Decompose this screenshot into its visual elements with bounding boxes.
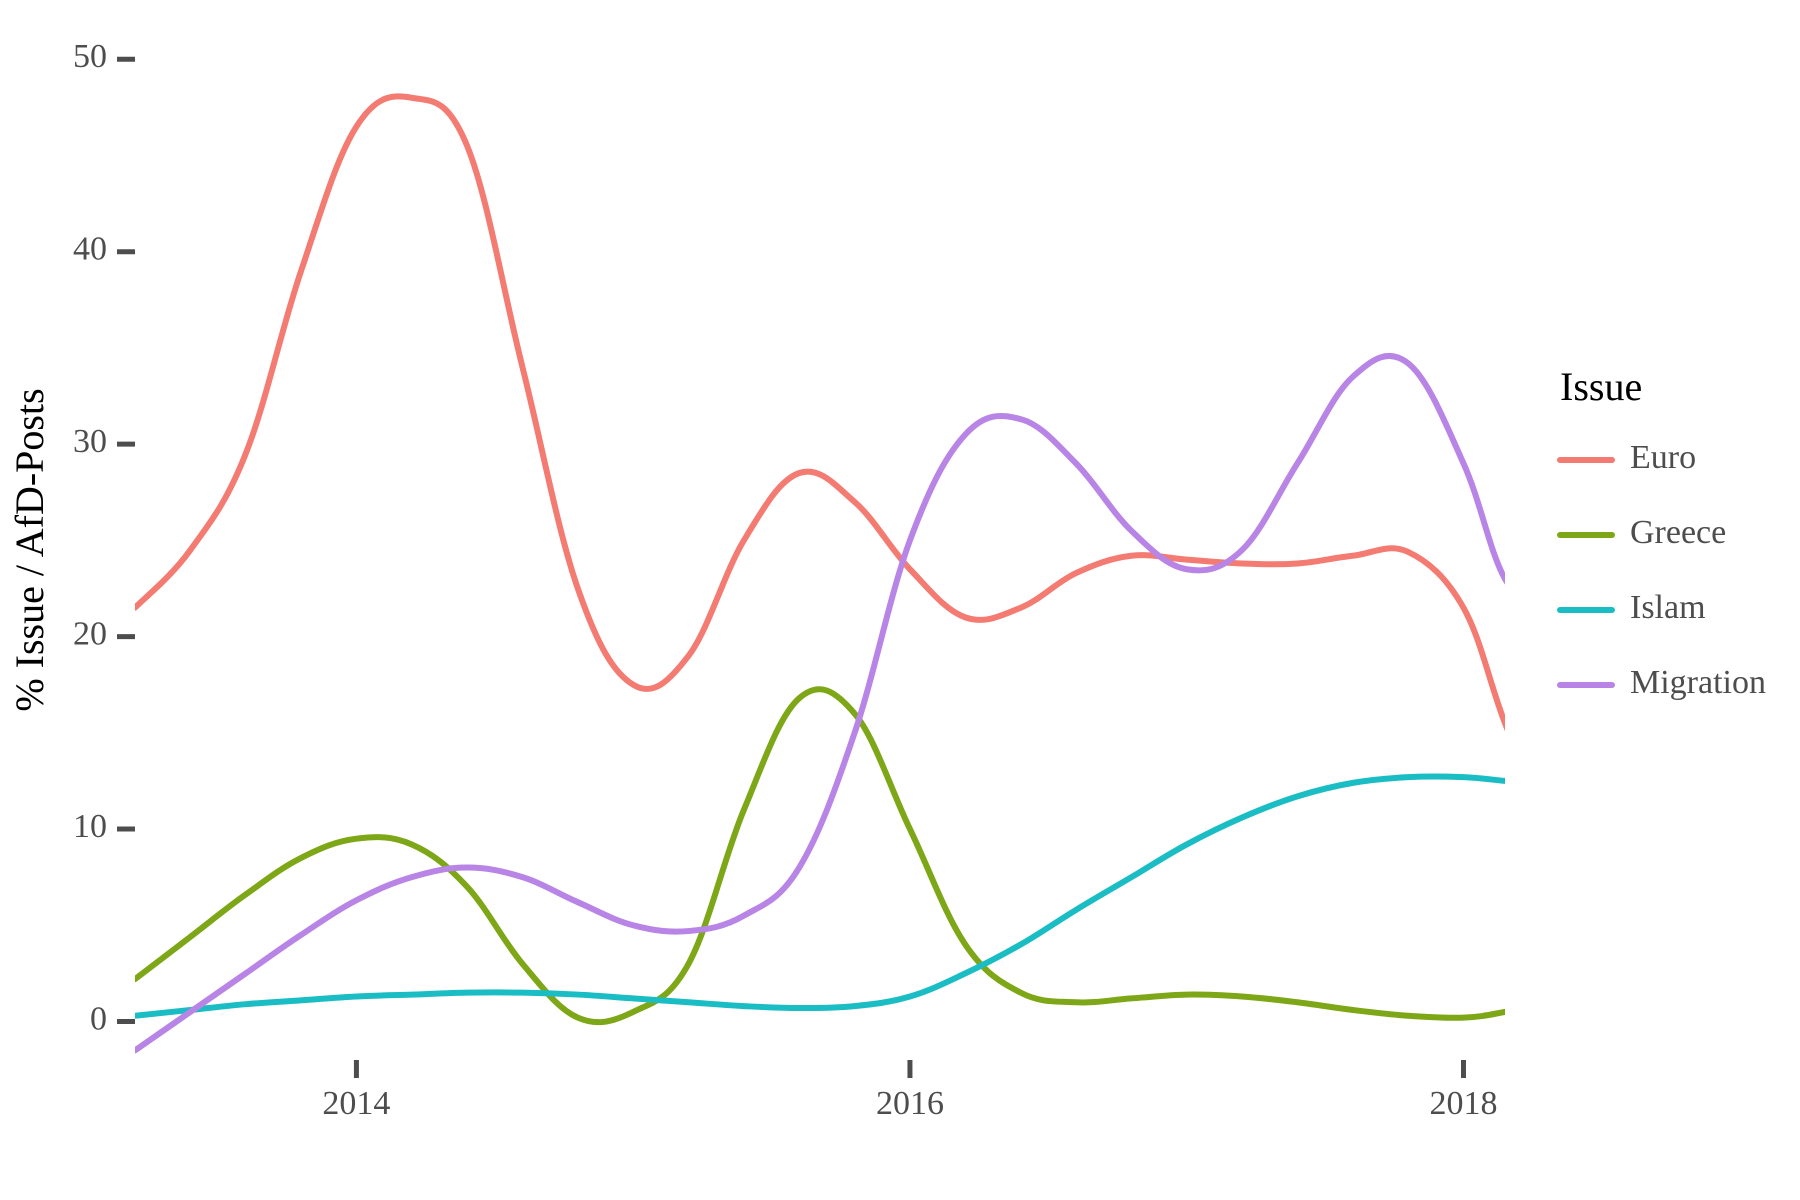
y-tick-label: 10 [73, 808, 107, 845]
y-tick-label: 0 [90, 1000, 107, 1037]
y-tick-label: 40 [73, 230, 107, 267]
x-tick-label: 2018 [1429, 1085, 1497, 1122]
chart-background [0, 0, 1800, 1200]
legend-label: Migration [1630, 664, 1766, 701]
x-tick-label: 2016 [876, 1085, 944, 1122]
y-tick-label: 30 [73, 423, 107, 460]
legend-label: Euro [1630, 439, 1696, 476]
y-axis-title: % Issue / AfD-Posts [7, 388, 52, 711]
y-tick-label: 20 [73, 615, 107, 652]
legend-title: Issue [1560, 364, 1642, 409]
legend-label: Islam [1630, 589, 1706, 626]
chart-svg: 0 10 20 30 40 50 2014 2016 2018 % Issue / AfD-Pos… [0, 0, 1800, 1200]
legend-label: Greece [1630, 514, 1726, 551]
y-tick-label: 50 [73, 38, 107, 75]
issue-share-chart: 0 10 20 30 40 50 2014 2016 2018 % Issue / AfD-Pos… [0, 0, 1800, 1200]
x-tick-label: 2014 [322, 1085, 390, 1122]
